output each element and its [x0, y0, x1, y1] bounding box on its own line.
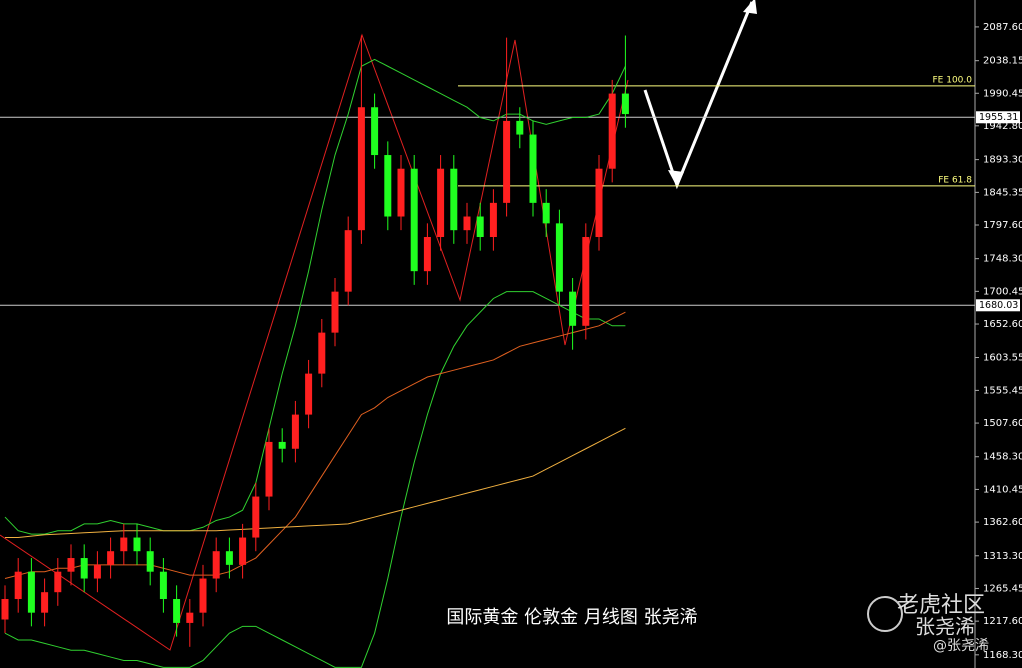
y-tick-label: 1458.30 [983, 452, 1022, 463]
y-tick-label: 1168.30 [983, 650, 1022, 661]
fib-label: FE 100.0 [933, 75, 973, 85]
candle-body [1, 599, 9, 620]
y-tick-label: 1265.45 [983, 583, 1022, 594]
candle-body [476, 216, 484, 238]
candle-body [291, 414, 299, 449]
indicator-line [4, 291, 626, 668]
candle-body [173, 599, 181, 623]
candle-body [555, 223, 563, 292]
watermark-brand: 老虎社区 [897, 593, 985, 618]
price-label: 1955.31 [979, 112, 1018, 123]
price-box [976, 111, 1020, 124]
fib-label: FE 61.8 [938, 175, 972, 185]
watermark-handle: @张尧浠 [933, 638, 989, 654]
candle-body [14, 571, 22, 600]
candle-body [54, 571, 62, 593]
price-box [976, 299, 1020, 312]
candle-body [331, 291, 339, 333]
candle-body [278, 441, 286, 449]
y-tick-label: 1217.60 [983, 616, 1022, 627]
candle-body [397, 168, 405, 217]
candle-body [621, 93, 629, 115]
candle-body [608, 93, 616, 169]
candle-body [265, 441, 273, 497]
y-tick-label: 1893.30 [983, 155, 1022, 166]
candle-body [582, 237, 590, 326]
forecast-arrow [643, 1, 754, 190]
caption: 国际黄金 伦敦金 月线图 张尧浠 [446, 607, 697, 628]
candle-body [423, 237, 431, 272]
y-tick-label: 1990.45 [983, 88, 1022, 99]
arrow-head [668, 170, 684, 187]
candle-body [146, 551, 154, 572]
y-tick-label: 1603.55 [983, 353, 1022, 364]
candle-body [93, 564, 101, 579]
candle-body [305, 373, 313, 415]
candle-body [357, 107, 365, 231]
candle-body [199, 578, 207, 613]
y-tick-label: 1362.60 [983, 517, 1022, 528]
price-label: 1680.03 [979, 300, 1018, 311]
candle-body [239, 537, 247, 565]
candle-body [542, 202, 550, 224]
candle-body [450, 168, 458, 231]
candle-body [159, 571, 167, 600]
y-tick-label: 2038.15 [983, 56, 1022, 67]
y-tick-label: 1507.60 [983, 418, 1022, 429]
candle-body [212, 551, 220, 579]
candle-body [384, 155, 392, 217]
candle-body [41, 592, 49, 613]
candle-body [133, 537, 141, 552]
candle-body [371, 107, 379, 156]
candle-body [410, 168, 418, 272]
candle-body [120, 537, 128, 552]
indicator-line [5, 427, 626, 539]
y-tick-label: 1748.30 [983, 254, 1022, 265]
candle-body [107, 551, 115, 565]
candle-body [186, 612, 194, 623]
wave-line [0, 33, 629, 651]
y-tick-label: 1845.35 [983, 187, 1022, 198]
candle-body [80, 558, 88, 579]
candle-body [27, 571, 35, 613]
candle-body [516, 120, 524, 135]
y-tick-label: 1700.45 [983, 286, 1022, 297]
arrow-head [743, 0, 757, 14]
candle-body [437, 168, 445, 238]
candle-body [344, 230, 352, 292]
y-tick-label: 1410.45 [983, 484, 1022, 495]
candle-body [463, 216, 471, 231]
y-tick-label: 1797.60 [983, 220, 1022, 231]
y-tick-label: 1313.30 [983, 551, 1022, 562]
candle-body [569, 291, 577, 326]
candle-body [529, 134, 537, 203]
y-tick-label: 2087.60 [983, 22, 1022, 33]
candle-body [67, 558, 75, 572]
y-tick-label: 1652.60 [983, 319, 1022, 330]
y-tick-label: 1555.45 [983, 385, 1022, 396]
candle-body [318, 332, 326, 374]
indicator-line [4, 311, 626, 580]
candle-body [252, 496, 260, 538]
indicator-line [4, 58, 626, 535]
logo [867, 596, 903, 632]
candle-body [595, 168, 603, 238]
candle-body [225, 551, 233, 565]
watermark-author: 张尧浠 [915, 615, 975, 639]
candle-body [489, 202, 497, 238]
candle-body [503, 120, 511, 203]
y-tick-label: 1942.80 [983, 121, 1022, 132]
